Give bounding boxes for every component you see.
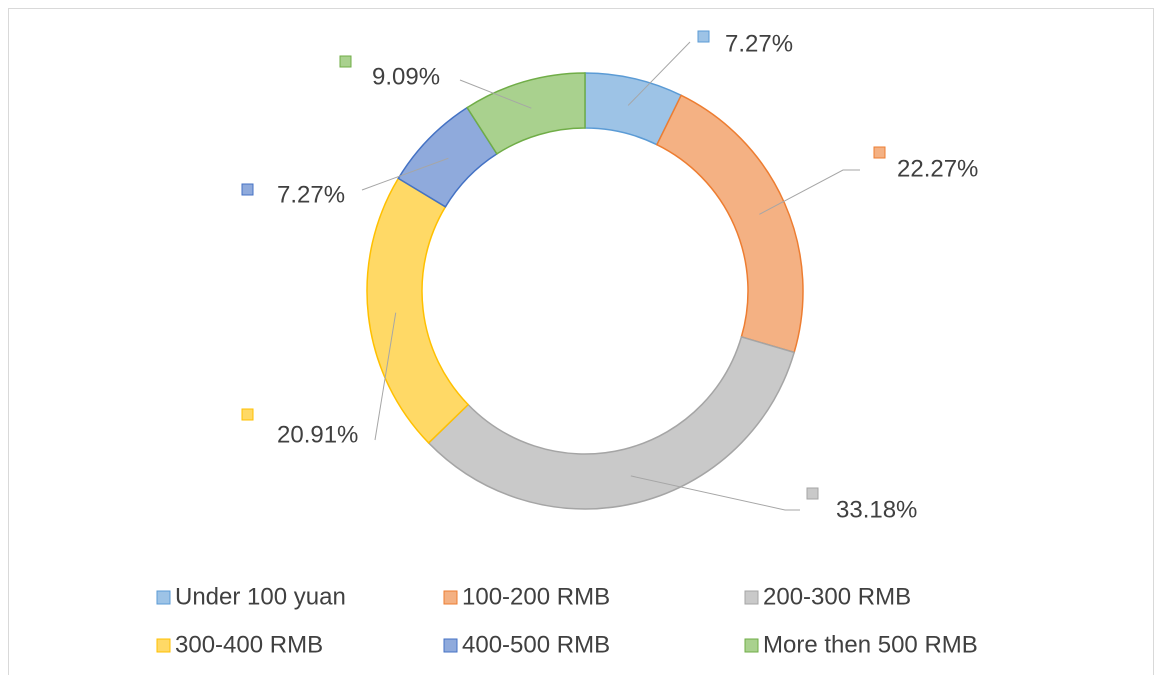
legend-swatch bbox=[744, 638, 759, 653]
data-label: 20.91% bbox=[277, 421, 358, 448]
legend-label: Under 100 yuan bbox=[175, 583, 346, 610]
chart-frame bbox=[8, 8, 1154, 675]
leader-line bbox=[374, 312, 397, 441]
leader-line bbox=[361, 157, 449, 191]
label-key bbox=[241, 183, 254, 196]
label-key bbox=[339, 55, 352, 68]
legend-swatch bbox=[744, 590, 759, 605]
legend-label: 200-300 RMB bbox=[763, 583, 911, 610]
data-label: 7.27% bbox=[277, 181, 345, 208]
legend-label: 400-500 RMB bbox=[462, 631, 610, 658]
donut-slice bbox=[655, 94, 804, 354]
label-key bbox=[806, 487, 819, 500]
leader-line bbox=[759, 169, 860, 215]
leader-line bbox=[630, 475, 800, 511]
legend-swatch bbox=[156, 590, 171, 605]
donut-slice bbox=[427, 335, 796, 510]
data-label: 7.27% bbox=[725, 30, 793, 57]
donut-slice bbox=[466, 72, 586, 155]
data-label: 9.09% bbox=[372, 63, 440, 90]
legend-label: 300-400 RMB bbox=[175, 631, 323, 658]
donut-slice bbox=[366, 177, 470, 445]
legend-label: 100-200 RMB bbox=[462, 583, 610, 610]
leader-line bbox=[627, 41, 691, 106]
label-key bbox=[241, 408, 254, 421]
label-key bbox=[697, 30, 710, 43]
legend-swatch bbox=[443, 590, 458, 605]
legend-swatch bbox=[443, 638, 458, 653]
leader-line bbox=[459, 79, 532, 109]
label-key bbox=[873, 146, 886, 159]
legend-label: More then 500 RMB bbox=[763, 631, 978, 658]
legend-swatch bbox=[156, 638, 171, 653]
data-label: 22.27% bbox=[897, 155, 978, 182]
data-label: 33.18% bbox=[836, 496, 917, 523]
